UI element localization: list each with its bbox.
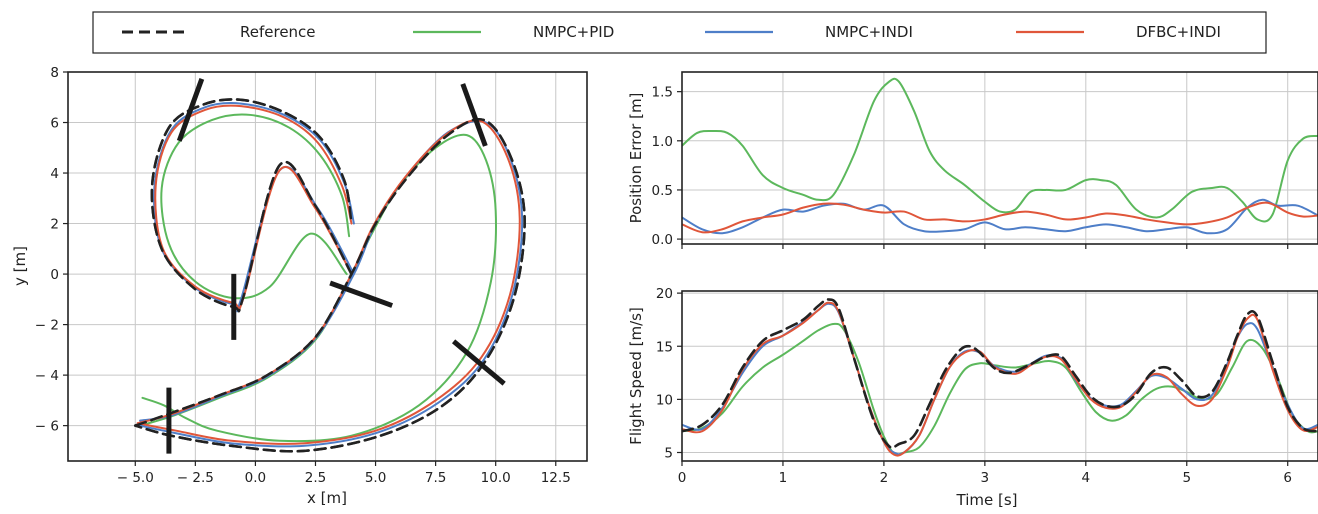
flight-speed-x-axis-label: Time [s] [956,491,1018,509]
flight-speed-xtick-label: 3 [981,470,990,486]
gate-marker [176,78,205,142]
trajectory-ytick-label: 2 [50,217,59,233]
gate-marker [451,339,506,386]
flight-speed-xtick-label: 2 [880,470,889,486]
trajectory-ytick-label: − 2 [35,318,59,334]
trajectory-y-axis-label: y [m] [11,246,29,286]
trajectory-series-reference-overlay [150,98,353,313]
flight-speed-xtick-label: 0 [678,470,687,486]
flight-speed-xtick-label: 1 [779,470,788,486]
trajectory-plot-frame [67,71,588,462]
gate-marker [460,83,488,147]
position-error-ytick-label: 0.5 [652,183,673,199]
position-error-ytick-label: 1.5 [652,85,673,101]
legend: Reference NMPC+PID NMPC+INDI DFBC+INDI [92,11,1267,54]
flight-speed-plot: 0 1 2 3 4 5 6 5 10 15 20 Time [s] Flight Speed [m… [627,286,1318,509]
position-error-plot: 0.0 0.5 1.0 1.5 Position Error [m] [627,71,1318,249]
trajectory-x-axis-label: x [m] [307,489,347,507]
trajectory-xtick-label: − 5.0 [117,470,154,486]
flight-speed-series-nmpc-pid [682,322,1318,456]
position-error-y-axis-label: Position Error [m] [627,93,645,224]
flight-speed-series-dfbc-indi [682,301,1318,457]
trajectory-xtick-label: 5.0 [365,470,386,486]
trajectory-xtick-label: 7.5 [425,470,446,486]
trajectory-ytick-label: − 6 [35,419,59,435]
trajectory-series-nmpc-pid [160,113,351,300]
gate-marker [329,280,394,308]
position-error-ytick-label: 1.0 [652,134,673,150]
trajectory-ytick-label: − 4 [35,368,59,384]
trajectory-ytick-label: 0 [50,267,59,283]
flight-speed-xtick-label: 4 [1082,470,1091,486]
position-error-plot-frame [681,71,1318,245]
trajectory-ytick-label: 8 [50,65,59,81]
trajectory-ytick-label: 4 [50,166,59,182]
position-error-series-nmpc-pid [682,77,1318,223]
flight-speed-xtick-label: 6 [1283,470,1292,486]
flight-speed-ytick-label: 20 [656,286,673,302]
trajectory-xtick-label: − 2.5 [177,470,214,486]
trajectory-xtick-label: 2.5 [305,470,326,486]
flight-speed-y-axis-label: Flight Speed [m/s] [627,307,645,445]
flight-speed-plot-frame [681,290,1318,462]
trajectory-xtick-label: 12.5 [541,470,571,486]
flight-speed-series-reference [682,298,1318,449]
trajectory-xtick-label: 10.0 [481,470,511,486]
legend-label-dfbc-indi: DFBC+INDI [1136,23,1221,41]
legend-label-reference: Reference [240,23,316,41]
legend-label-nmpc-pid: NMPC+PID [533,23,614,41]
flight-speed-xtick-label: 5 [1182,470,1191,486]
trajectory-ytick-label: 6 [50,116,59,132]
position-error-series-nmpc-indi [682,198,1318,235]
trajectory-xtick-label: 0.0 [245,470,266,486]
trajectory-plot: − 5.0 − 2.5 0.0 2.5 5.0 7.5 10.0 12.5 − 6 − 4 − 2… [11,65,588,507]
position-error-series-dfbc-indi [682,201,1318,234]
flight-speed-ytick-label: 10 [656,392,673,408]
flight-speed-ytick-label: 15 [656,339,673,355]
position-error-ytick-label: 0.0 [652,232,673,248]
flight-speed-ytick-label: 5 [664,446,673,462]
trajectory-series-reference-overlay [134,118,526,453]
legend-label-nmpc-indi: NMPC+INDI [825,23,913,41]
trajectory-series-dfbc-indi [154,104,353,311]
